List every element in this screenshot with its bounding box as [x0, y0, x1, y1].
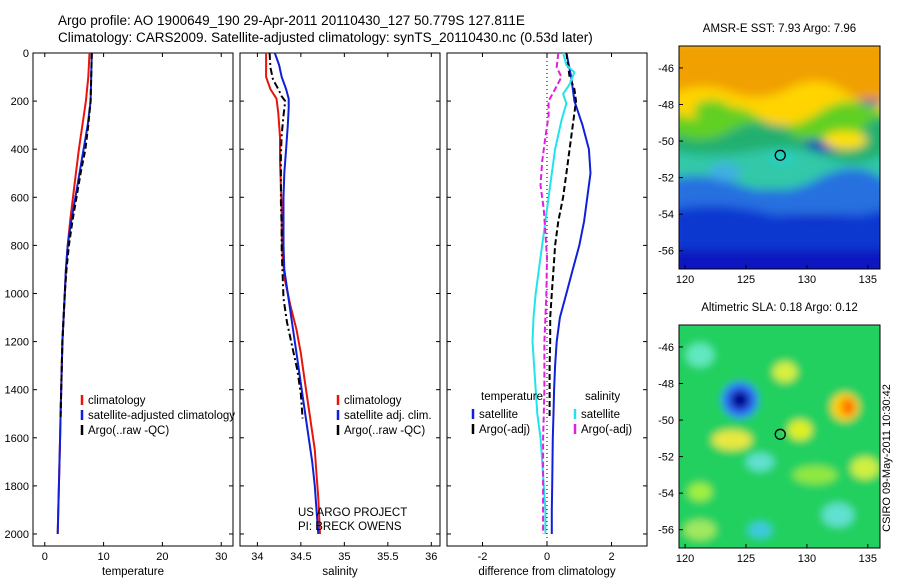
map-title: Altimetric SLA: 0.18 Argo: 0.12: [701, 302, 858, 314]
x-tick-label: 35.5: [377, 551, 398, 563]
series-line-argo-adj-: [539, 52, 563, 534]
y-tick-label: 800: [11, 240, 29, 252]
x-tick-label: 130: [798, 553, 816, 565]
x-tick-label: 30: [215, 551, 227, 563]
panel-frame-1: [32, 52, 234, 547]
x-tick-label: 34: [251, 551, 263, 563]
panel-frame-3: [446, 52, 648, 547]
series-line-satellite-adj-clim-: [273, 52, 320, 535]
x-tick-label: 130: [798, 274, 816, 286]
x-tick-label: 0: [42, 551, 48, 563]
y-tick-label: 2000: [5, 529, 29, 541]
legend-label: climatology: [88, 395, 146, 407]
y-tick-label: -46: [658, 342, 674, 354]
x-tick-label: 125: [737, 553, 755, 565]
map-frame-1: [678, 45, 881, 270]
map-frame-2: [678, 324, 881, 549]
header-line-1: Argo profile: AO 1900649_190 29-Apr-2011…: [58, 13, 525, 28]
y-tick-label: -54: [658, 488, 674, 500]
legend-header: salinity: [585, 391, 620, 403]
series-line-satellite-adjusted-climatology: [56, 52, 93, 535]
x-tick-label: 0: [544, 551, 550, 563]
legend-label: Argo(..raw -QC): [344, 425, 425, 437]
x-tick-label: 120: [676, 274, 694, 286]
credit-line-1: US ARGO PROJECT: [298, 507, 407, 519]
series-line-argo-raw-qc-: [268, 52, 304, 419]
y-tick-label: 1200: [5, 337, 29, 349]
y-tick-label: -48: [658, 99, 674, 111]
x-axis-label: temperature: [102, 566, 164, 578]
series-line-argo-raw-qc-: [59, 52, 93, 419]
x-tick-label: 135: [859, 553, 877, 565]
series-line-climatology: [56, 52, 91, 535]
series-line-argo-adj-: [548, 52, 577, 419]
x-tick-label: 2: [608, 551, 614, 563]
x-tick-label: 36: [425, 551, 437, 563]
y-tick-label: 600: [11, 192, 29, 204]
legend-label: Argo(-adj): [581, 424, 632, 436]
sla-map: [679, 325, 880, 548]
y-tick-label: -52: [658, 452, 674, 464]
side-timestamp-label: CSIRO 09-May-2011 10:30:42: [881, 384, 893, 532]
series-line-satellite: [550, 52, 592, 534]
series-line-satellite: [531, 52, 576, 534]
y-tick-label: -50: [658, 136, 674, 148]
y-tick-label: 1000: [5, 288, 29, 300]
legend-label: satellite adj. clim.: [344, 410, 432, 422]
x-tick-label: -2: [478, 551, 488, 563]
header-line-2: Climatology: CARS2009. Satellite-adjuste…: [58, 30, 593, 45]
x-tick-label: 10: [97, 551, 109, 563]
y-tick-label: 0: [23, 48, 29, 60]
argo-position-marker: [774, 149, 786, 161]
map-title: AMSR-E SST: 7.93 Argo: 7.96: [703, 23, 856, 35]
x-tick-label: 135: [859, 274, 877, 286]
x-tick-label: 35: [338, 551, 350, 563]
y-tick-label: 200: [11, 96, 29, 108]
x-tick-label: 20: [156, 551, 168, 563]
x-axis-label: salinity: [322, 566, 357, 578]
y-tick-label: -52: [658, 173, 674, 185]
y-tick-label: -56: [658, 525, 674, 537]
y-tick-label: -48: [658, 378, 674, 390]
panel-frame-2: [239, 52, 441, 547]
y-tick-label: 1800: [5, 481, 29, 493]
x-tick-label: 34.5: [290, 551, 311, 563]
x-axis-label: difference from climatology: [478, 566, 615, 578]
credit-line-2: PI: BRECK OWENS: [298, 521, 402, 533]
legend-label: satellite-adjusted climatology: [88, 410, 235, 422]
legend-label: Argo(-adj): [479, 424, 530, 436]
y-tick-label: 1400: [5, 385, 29, 397]
y-tick-label: -46: [658, 63, 674, 75]
x-tick-label: 120: [676, 553, 694, 565]
y-tick-label: -56: [658, 246, 674, 258]
y-tick-label: -54: [658, 209, 674, 221]
legend-label: climatology: [344, 395, 402, 407]
sst-map: [679, 46, 880, 269]
legend-label: Argo(..raw -QC): [88, 425, 169, 437]
legend-header: temperature: [481, 391, 543, 403]
y-tick-label: 400: [11, 144, 29, 156]
legend-label: satellite: [479, 409, 518, 421]
legend-label: satellite: [581, 409, 620, 421]
x-tick-label: 125: [737, 274, 755, 286]
argo-position-marker: [774, 428, 786, 440]
y-tick-label: 1600: [5, 433, 29, 445]
y-tick-label: -50: [658, 415, 674, 427]
